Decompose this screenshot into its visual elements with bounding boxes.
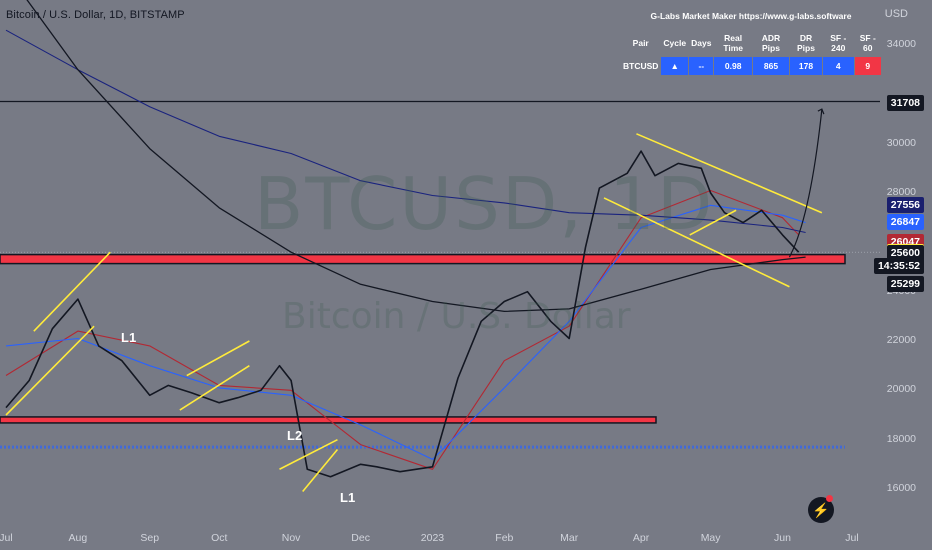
support-zone-lower (0, 416, 657, 424)
time-tick: Dec (351, 532, 370, 544)
info-value-cell: 865 (752, 57, 790, 75)
info-value-cell: 4 (822, 57, 854, 75)
time-tick: Sep (140, 532, 160, 544)
channel-line-4 (186, 340, 250, 377)
time-tick: Oct (211, 532, 228, 544)
price-tick: 16000 (886, 482, 916, 494)
support-zone-upper (0, 253, 846, 265)
time-tick: Nov (281, 532, 301, 544)
info-value-cell: BTCUSD (623, 61, 659, 71)
flag-line (689, 209, 737, 236)
info-header-cell: Real Time (723, 33, 743, 53)
info-value-cell: ▲ (661, 57, 689, 75)
time-tick: Mar (560, 532, 579, 544)
price-tick: 34000 (886, 38, 916, 50)
info-value-cell: 9 (854, 57, 881, 75)
time-tick: May (700, 532, 721, 544)
price-tag: 25299 (886, 276, 924, 293)
ma-line-4 (26, 0, 806, 313)
time-tick: Jul (0, 532, 13, 544)
price-tick: 30000 (886, 136, 916, 149)
drawing-tools (5, 108, 825, 492)
ma-line-1 (5, 189, 800, 470)
info-header-cell: Pair (632, 38, 649, 48)
descending-channel-bottom (603, 197, 790, 288)
time-tick: Apr (632, 532, 650, 544)
moving-averages (5, 0, 806, 470)
price-tag: 25600 (886, 245, 924, 262)
channel-line-2 (33, 251, 111, 332)
name-watermark: Bitcoin / U.S. Dollar (282, 296, 631, 337)
channel-line-6 (279, 438, 338, 470)
annotation-l1-bottom: L1 (340, 490, 356, 505)
channel-line-3 (179, 364, 250, 411)
price-tick: 28000 (886, 186, 916, 198)
info-header-cell: SF - 60 (859, 33, 876, 53)
info-value-cell: 178 (790, 57, 822, 75)
price-series (5, 150, 800, 478)
time-tick: Jul (845, 532, 859, 544)
price-tick: 22000 (886, 334, 916, 346)
price-tick: 18000 (886, 432, 916, 445)
info-header-cell: ADR Pips (761, 33, 781, 53)
info-header-cell: Days (691, 38, 712, 48)
info-header-cell: Cycle (663, 38, 687, 48)
info-header-cell: DR Pips (797, 33, 815, 53)
descending-channel-top (636, 133, 823, 214)
price-tick: 20000 (886, 383, 916, 396)
projection-arrow (788, 109, 823, 258)
channel-line-1 (5, 325, 95, 416)
time-tick: Jun (773, 532, 791, 544)
info-header-cell: SF - 240 (830, 33, 847, 53)
ma-line-3 (5, 29, 806, 234)
price-tag: 31708 (886, 94, 924, 111)
price-tag: 27556 (886, 196, 924, 213)
time-tick: Feb (495, 532, 514, 544)
notification-dot (826, 495, 833, 502)
projection-arrowhead (817, 108, 825, 115)
currency-label: USD (884, 8, 908, 20)
channel-line-5 (302, 449, 339, 492)
info-panel: G-Labs Market Maker https://www.g-labs.s… (620, 11, 882, 76)
price-tag: 26847 (886, 214, 924, 231)
price-line (5, 150, 800, 478)
support-zones (0, 100, 880, 449)
price-tag: 14:35:52 (873, 257, 924, 274)
time-tick: 2023 (420, 532, 445, 544)
ma-line-2 (5, 204, 806, 460)
info-panel-title: G-Labs Market Maker https://www.g-labs.s… (650, 11, 852, 21)
annotation-l1-top: L1 (121, 330, 137, 345)
annotation-l2: L2 (287, 428, 303, 443)
info-value-cell: 0.98 (714, 57, 752, 75)
info-table: Pair Cycle Days Real Time ADR Pips DR Pips SF … (620, 29, 882, 76)
time-tick: Aug (68, 532, 88, 544)
symbol-watermark: BTCUSD, 1D (254, 162, 715, 246)
info-value-cell: -- (689, 57, 714, 75)
chart-title[interactable]: Bitcoin / U.S. Dollar, 1D, BITSTAMP (6, 9, 185, 21)
